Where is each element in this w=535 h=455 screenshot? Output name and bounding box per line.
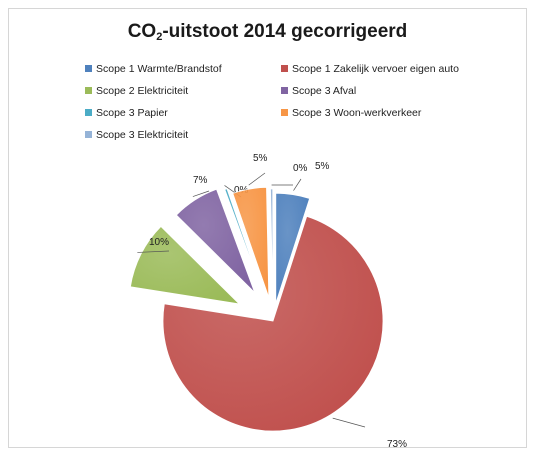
legend-item-scope1-warmte: Scope 1 Warmte/Brandstof [85, 63, 222, 75]
data-label-1: 73% [387, 439, 407, 449]
legend-item-scope3-papier: Scope 3 Papier [85, 107, 168, 119]
chart-title: CO2-uitstoot 2014 gecorrigeerd [127, 21, 408, 43]
pie-slice-4 [224, 188, 264, 293]
legend-item-scope3-woonwerk: Scope 3 Woon-werkverkeer [281, 107, 421, 119]
data-label-5: 5% [253, 153, 268, 164]
legend-swatch [85, 109, 92, 116]
leader-line-2 [137, 250, 170, 253]
pie-slice-5 [232, 186, 270, 298]
data-label-0: 5% [315, 161, 330, 172]
leader-line-1 [332, 417, 366, 428]
pie-chart: 5%73%10%7%0%5%0% [129, 153, 407, 449]
legend-item-scope3-afval: Scope 3 Afval [281, 85, 356, 97]
leader-line-3 [192, 190, 210, 197]
legend-swatch [85, 87, 92, 94]
legend-swatch [85, 131, 92, 138]
leader-line-0 [293, 178, 302, 191]
legend-swatch [281, 87, 288, 94]
legend-item-scope3-elektriciteit: Scope 3 Elektriciteit [85, 129, 188, 141]
pie-slice-2 [129, 225, 241, 305]
data-label-2: 10% [149, 237, 169, 248]
data-label-6: 0% [293, 163, 308, 174]
chart-frame: CO2-uitstoot 2014 gecorrigeerd Scope 1 W… [8, 8, 527, 449]
legend-swatch [85, 65, 92, 72]
pie-slice-0 [275, 192, 311, 304]
pie-slice-1 [162, 215, 384, 432]
pie-slice-6 [270, 188, 274, 300]
leader-line-5 [248, 172, 266, 186]
pie-slice-3 [175, 188, 255, 293]
legend-swatch [281, 65, 288, 72]
legend-item-scope2-elektriciteit: Scope 2 Elektriciteit [85, 85, 188, 97]
legend-item-scope1-vervoer: Scope 1 Zakelijk vervoer eigen auto [281, 63, 459, 75]
legend-swatch [281, 109, 288, 116]
data-label-3: 7% [193, 175, 208, 186]
